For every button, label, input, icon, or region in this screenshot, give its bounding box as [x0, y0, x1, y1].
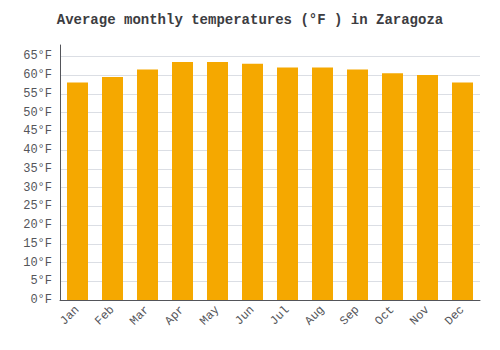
svg-text:Mar: Mar: [127, 303, 152, 328]
svg-text:Apr: Apr: [162, 303, 187, 328]
svg-text:35°F: 35°F: [23, 162, 52, 176]
svg-text:25°F: 25°F: [23, 199, 52, 213]
svg-text:45°F: 45°F: [23, 124, 52, 138]
svg-text:Nov: Nov: [407, 303, 432, 328]
svg-text:Jul: Jul: [267, 303, 292, 328]
svg-text:Dec: Dec: [442, 303, 467, 328]
svg-text:Sep: Sep: [337, 303, 362, 328]
svg-text:May: May: [197, 303, 222, 328]
svg-text:20°F: 20°F: [23, 218, 52, 232]
svg-text:65°F: 65°F: [23, 49, 52, 63]
svg-text:Average monthly temperatures (: Average monthly temperatures (°F ) in Za…: [57, 12, 444, 28]
svg-text:15°F: 15°F: [23, 237, 52, 251]
svg-text:30°F: 30°F: [23, 181, 52, 195]
svg-text:40°F: 40°F: [23, 143, 52, 157]
svg-text:Jan: Jan: [57, 303, 82, 328]
svg-text:Oct: Oct: [372, 303, 397, 328]
svg-text:Aug: Aug: [302, 303, 327, 328]
svg-text:0°F: 0°F: [30, 293, 52, 307]
svg-text:55°F: 55°F: [23, 87, 52, 101]
svg-text:5°F: 5°F: [30, 274, 52, 288]
svg-text:10°F: 10°F: [23, 256, 52, 270]
svg-text:60°F: 60°F: [23, 68, 52, 82]
svg-text:Jun: Jun: [232, 303, 257, 328]
svg-text:50°F: 50°F: [23, 106, 52, 120]
svg-text:Feb: Feb: [92, 303, 117, 328]
